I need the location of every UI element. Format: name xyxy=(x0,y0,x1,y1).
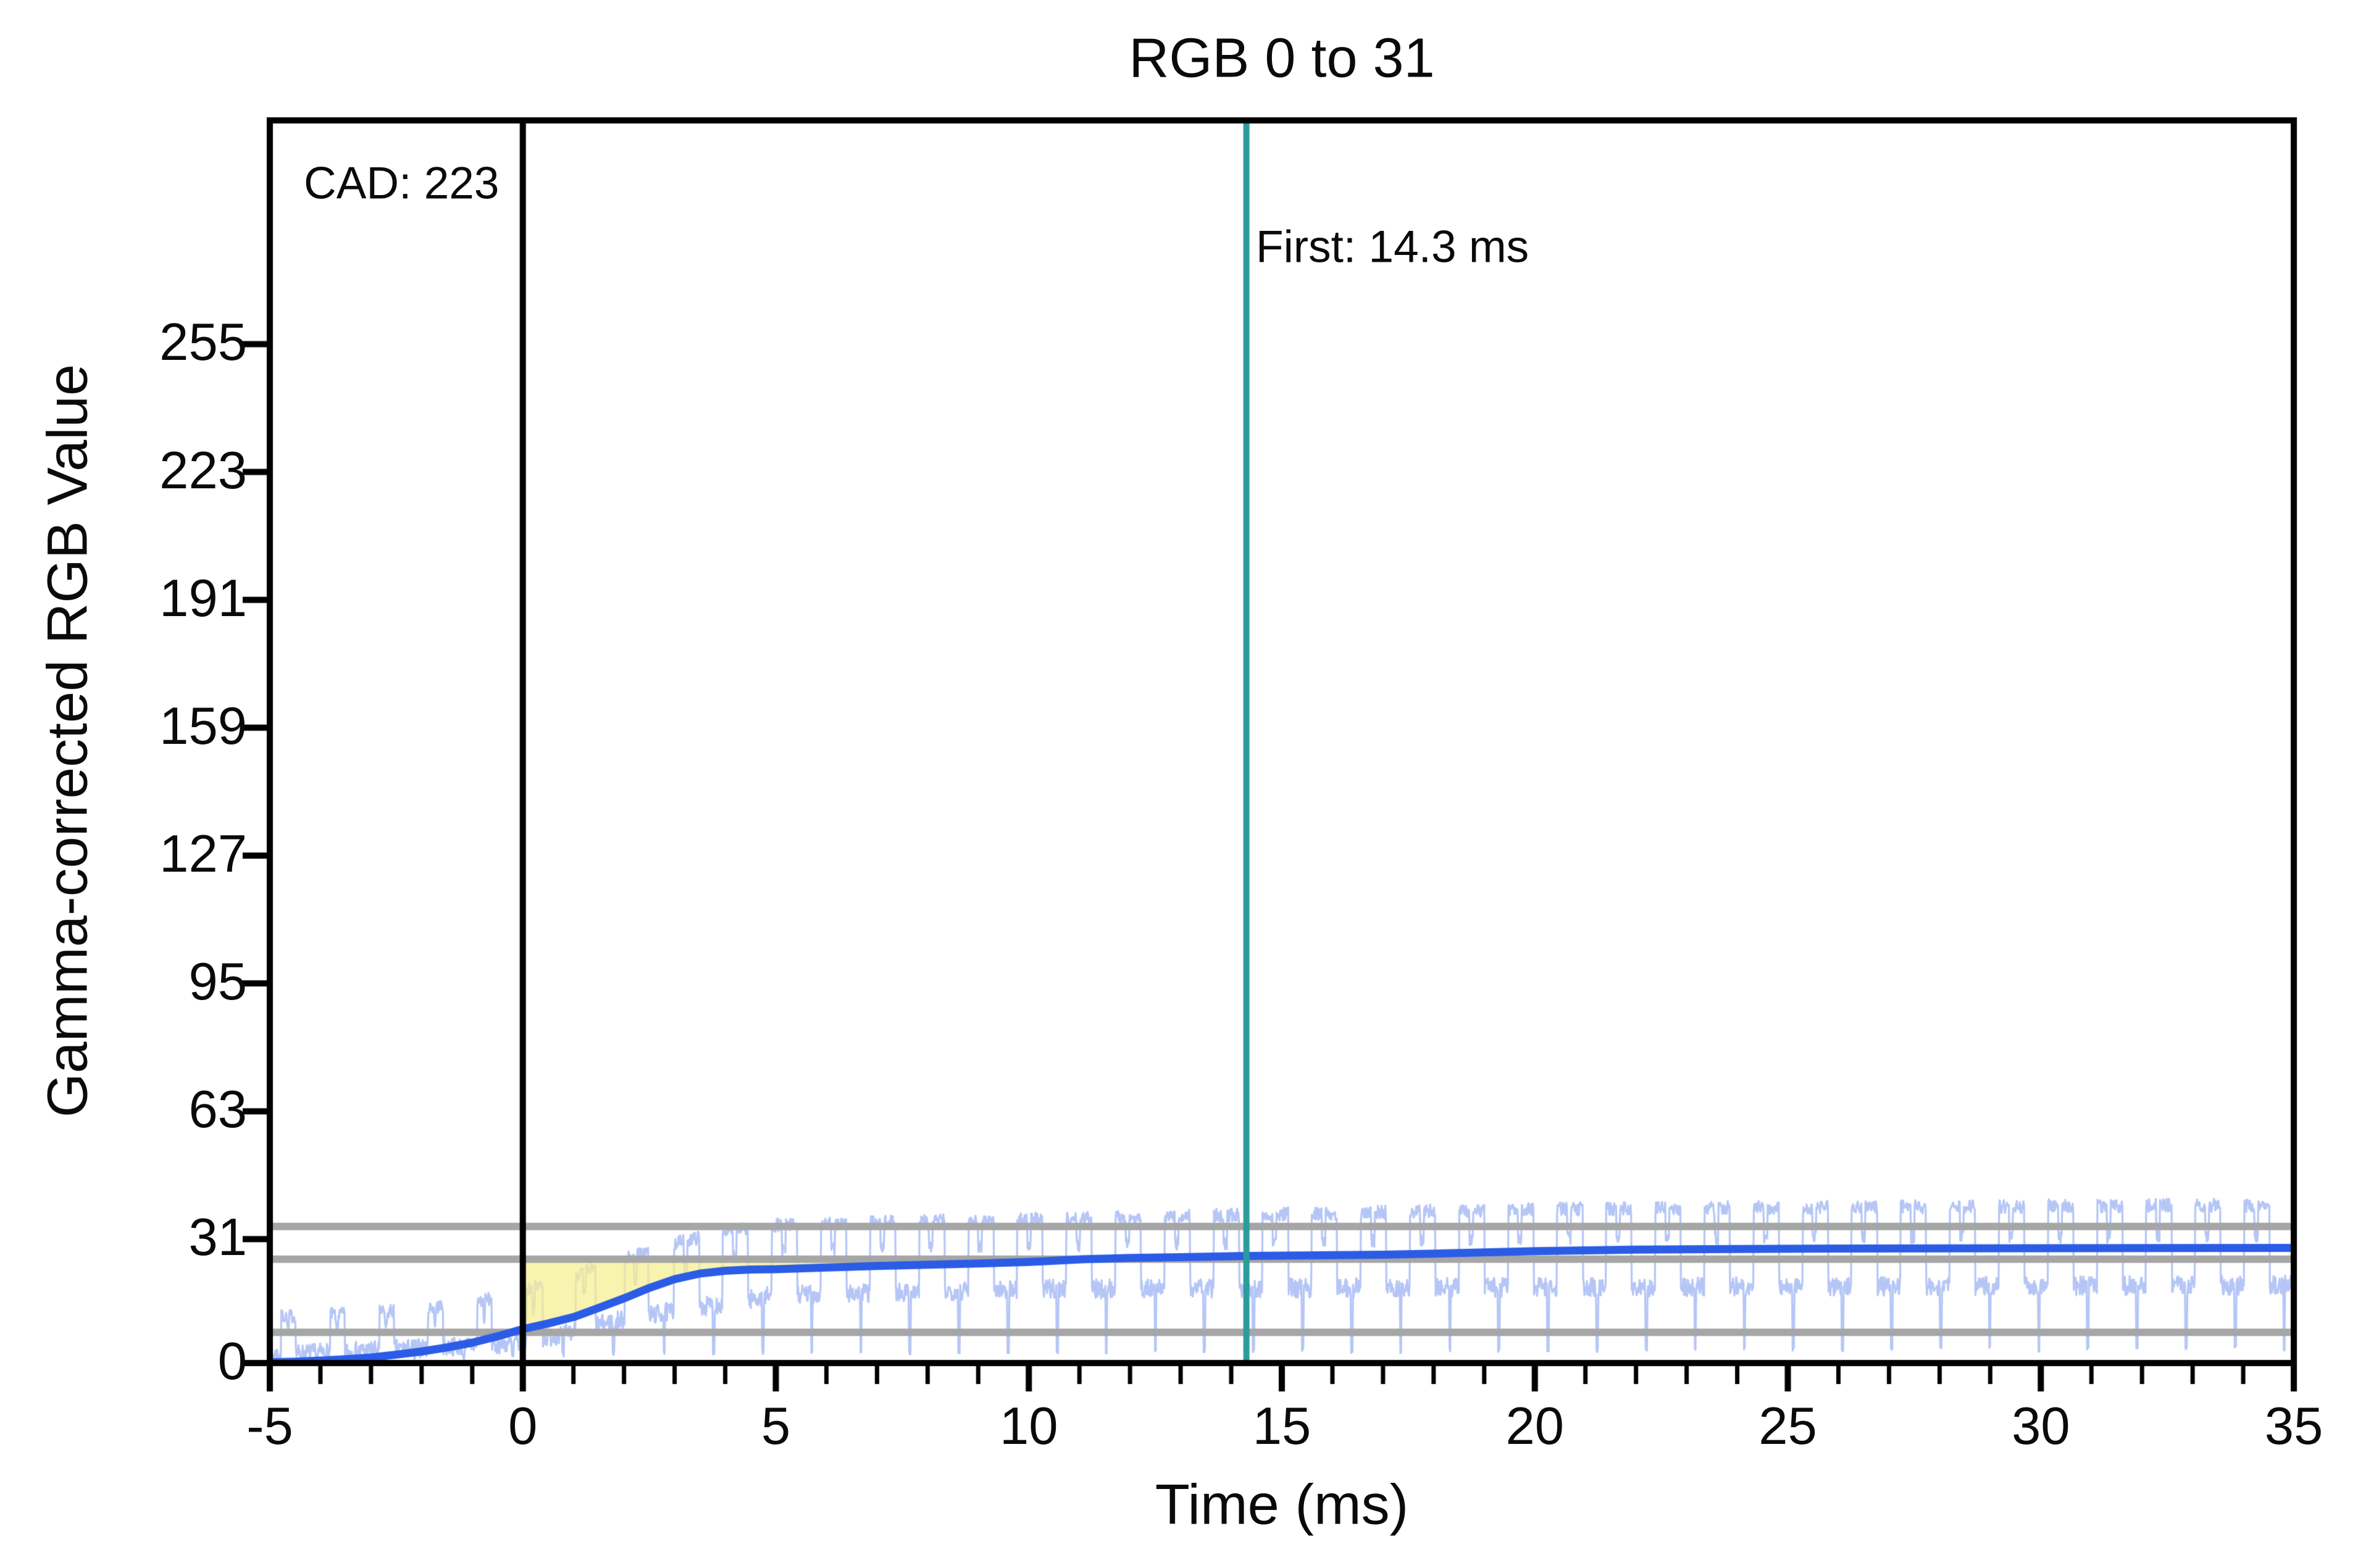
y-tick-label: 255 xyxy=(159,313,247,372)
y-tick-label: 0 xyxy=(217,1332,247,1391)
y-tick-label: 127 xyxy=(159,825,247,884)
x-tick-label: 10 xyxy=(999,1397,1058,1456)
x-tick-label: 15 xyxy=(1252,1397,1311,1456)
x-tick-label: -5 xyxy=(246,1397,293,1456)
x-tick-label: 30 xyxy=(2011,1397,2070,1456)
x-tick-label: 35 xyxy=(2264,1397,2323,1456)
chart-title: RGB 0 to 31 xyxy=(1129,27,1435,90)
x-axis-label: Time (ms) xyxy=(1155,1473,1409,1537)
x-tick-label: 25 xyxy=(1758,1397,1817,1456)
y-tick-label: 31 xyxy=(188,1208,247,1267)
x-tick-label: 20 xyxy=(1505,1397,1565,1456)
first-response-annotation: First: 14.3 ms xyxy=(1256,222,1529,272)
y-tick-label: 191 xyxy=(159,569,247,628)
y-tick-label: 63 xyxy=(188,1080,247,1140)
y-tick-label: 223 xyxy=(159,441,247,500)
y-axis-label: Gamma-corrected RGB Value xyxy=(36,364,99,1118)
x-tick-label: 5 xyxy=(761,1397,791,1456)
y-tick-label: 159 xyxy=(159,696,247,756)
y-tick-label: 95 xyxy=(188,953,247,1012)
cad-annotation: CAD: 223 xyxy=(304,158,500,209)
x-tick-label: 0 xyxy=(508,1397,538,1456)
